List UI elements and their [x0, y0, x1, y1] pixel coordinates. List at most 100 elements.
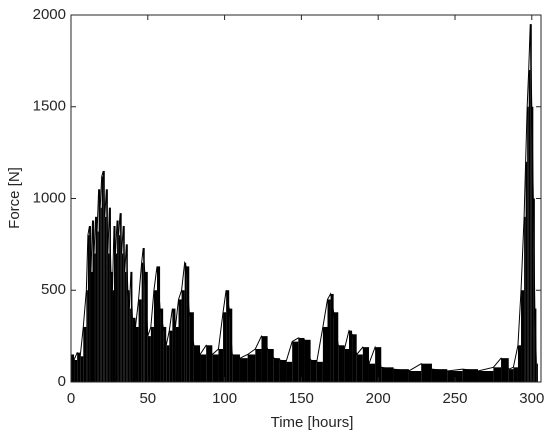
signal-fill [189, 312, 194, 382]
signal-fill [118, 235, 121, 382]
signal-fill [147, 336, 151, 382]
signal-fill [501, 358, 509, 382]
signal-fill [478, 370, 494, 382]
signal-fill [71, 354, 75, 382]
signal-fill [533, 198, 535, 382]
signal-fill [132, 317, 136, 382]
signal-fill [106, 189, 108, 382]
signal-fill [120, 213, 122, 382]
x-tick-label: 300 [519, 390, 544, 407]
signal-fill [493, 367, 502, 382]
signal-fill [157, 266, 161, 382]
signal-fill [352, 334, 357, 382]
signal-fill [330, 293, 334, 382]
signal-fill [521, 290, 525, 382]
signal-fill [109, 207, 111, 382]
signal-fill [212, 354, 219, 382]
signal-fill [273, 358, 280, 382]
signal-fill [110, 271, 113, 382]
signal-fill [80, 356, 84, 382]
signal-fill [232, 354, 240, 382]
signal-fill [531, 106, 534, 382]
signal-fill [112, 290, 115, 382]
signal-fill [107, 253, 110, 382]
signal-line [70, 24, 537, 372]
signal-fill [138, 299, 142, 382]
signal-fill [166, 345, 170, 382]
signal-fill [226, 290, 230, 382]
signal-fill [447, 370, 463, 382]
signal-fill [184, 262, 187, 382]
signal-fill [527, 106, 529, 382]
signal-fill [74, 359, 78, 382]
signal-fill [144, 271, 148, 382]
signal-fill [536, 363, 538, 382]
signal-fill [115, 253, 118, 382]
signal-fill [160, 308, 164, 382]
signal-fill [206, 345, 213, 382]
signal-fill [316, 361, 323, 382]
signal-fill [121, 253, 124, 382]
signal-fill [247, 354, 256, 382]
signal-fill [261, 336, 268, 382]
signal-fill [517, 345, 522, 382]
signal-fill [327, 299, 331, 382]
signal-fill [462, 369, 479, 382]
signal-fill [349, 330, 353, 382]
x-tick-label: 200 [366, 390, 391, 407]
signal-fill [292, 341, 299, 382]
signal-fill [525, 161, 528, 382]
signal-fill [123, 226, 125, 382]
signal-fill [98, 189, 101, 382]
signal-fill [530, 24, 532, 383]
signal-fill [153, 290, 158, 382]
signal-fill [322, 326, 328, 382]
signal-fill [223, 312, 227, 382]
x-tick-label: 0 [67, 390, 75, 407]
signal-fill [172, 308, 176, 382]
signal-fill [333, 312, 339, 382]
signal-fill [127, 290, 130, 382]
signal-fill [87, 235, 90, 382]
signal-fill [135, 326, 139, 382]
signal-fill [421, 363, 432, 382]
signal-fill [286, 361, 293, 382]
signal-fill [356, 354, 363, 382]
y-tick-label: 500 [41, 281, 66, 298]
signal-fill [89, 226, 91, 382]
signal-fill [97, 231, 99, 382]
x-axis-label: Time [hours] [271, 414, 354, 431]
y-tick-label: 1500 [33, 98, 66, 115]
signal-fill [508, 369, 514, 382]
signal-fill [239, 358, 248, 382]
signal-fill [298, 337, 305, 382]
signal-fill [124, 271, 127, 382]
signal-fill [90, 271, 93, 382]
signal-fill [103, 170, 105, 382]
signal-fill [86, 290, 88, 382]
signal-fill [169, 330, 173, 382]
signal-fill [344, 348, 350, 382]
signal-fill [77, 352, 81, 382]
signal-fill [524, 216, 526, 382]
signal-fill [381, 367, 394, 382]
signal-fill [95, 216, 98, 382]
signal-fill [178, 299, 182, 382]
x-tick-label: 150 [289, 390, 314, 407]
signal-fill [338, 345, 345, 382]
signal-fill [92, 220, 95, 382]
signal-fill [431, 369, 448, 382]
signal-fill [375, 347, 382, 382]
y-axis-label: Force [N] [6, 167, 23, 229]
signal-fill [114, 226, 116, 382]
signal-fill [117, 220, 119, 382]
signal-fill [200, 354, 207, 382]
signal-fill [218, 348, 224, 382]
signal-fill [83, 326, 87, 382]
signal-fill [193, 345, 201, 382]
signal-fill [513, 367, 518, 382]
signal-fill [279, 359, 287, 382]
signal-fill [408, 370, 422, 382]
